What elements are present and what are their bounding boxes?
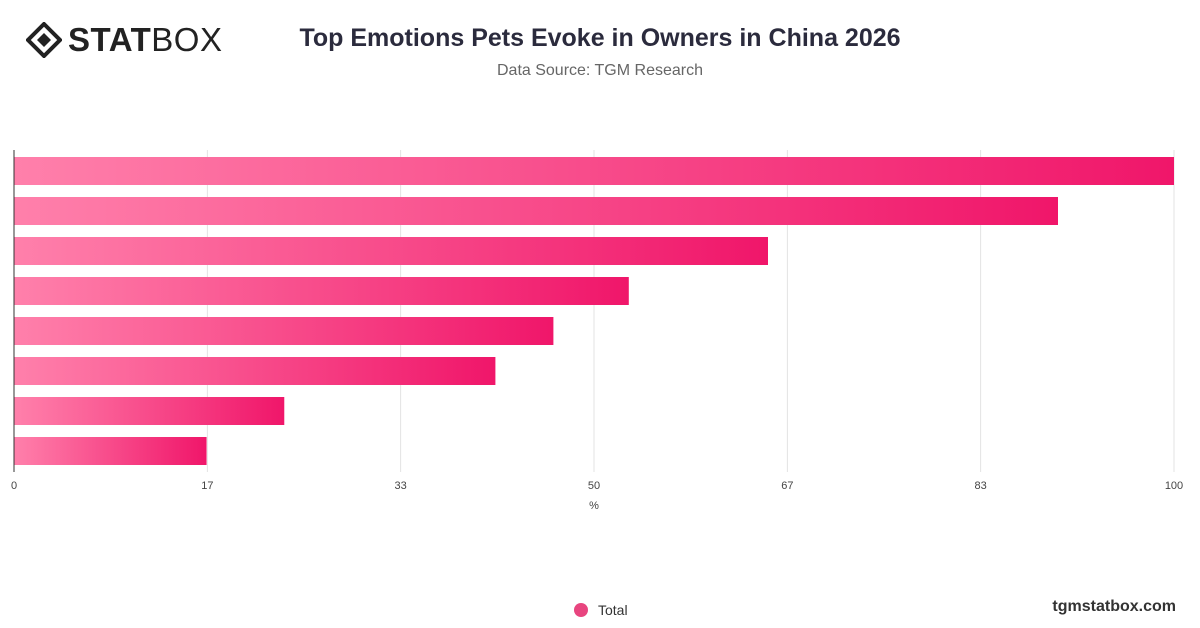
bar[interactable]	[14, 357, 496, 385]
chart-title: Top Emotions Pets Evoke in Owners in Chi…	[299, 24, 901, 52]
x-axis-label: %	[589, 500, 599, 512]
legend[interactable]: Total	[574, 602, 628, 618]
diamond-logo-icon	[26, 22, 62, 58]
bar[interactable]	[14, 397, 285, 425]
logo-wordmark-bold: STAT	[68, 21, 152, 58]
x-tick-label: 67	[781, 480, 793, 492]
legend-series-dot	[574, 603, 588, 617]
legend-series-label: Total	[598, 602, 628, 618]
bars	[14, 157, 1174, 465]
x-tick-label: 100	[1165, 480, 1183, 492]
logo-wordmark: STATBOX	[68, 22, 222, 58]
bar[interactable]	[14, 277, 629, 305]
bar[interactable]	[14, 437, 207, 465]
statbox-logo: STATBOX	[26, 22, 222, 58]
x-axis: 0 17 33 50 67 83 100%	[11, 150, 1183, 512]
chart-subtitle: Data Source: TGM Research	[496, 62, 703, 79]
x-tick-label: 17	[201, 480, 213, 492]
x-tick-label: 0	[11, 480, 17, 492]
brand-url[interactable]: tgmstatbox.com	[1052, 598, 1176, 615]
x-tick-label: 83	[975, 480, 987, 492]
logo-wordmark-light: BOX	[151, 21, 223, 58]
bar[interactable]	[14, 157, 1174, 185]
x-tick-label: 50	[588, 480, 600, 492]
bar[interactable]	[14, 237, 768, 265]
x-tick-label: 33	[395, 480, 407, 492]
bar[interactable]	[14, 317, 554, 345]
bar[interactable]	[14, 197, 1058, 225]
